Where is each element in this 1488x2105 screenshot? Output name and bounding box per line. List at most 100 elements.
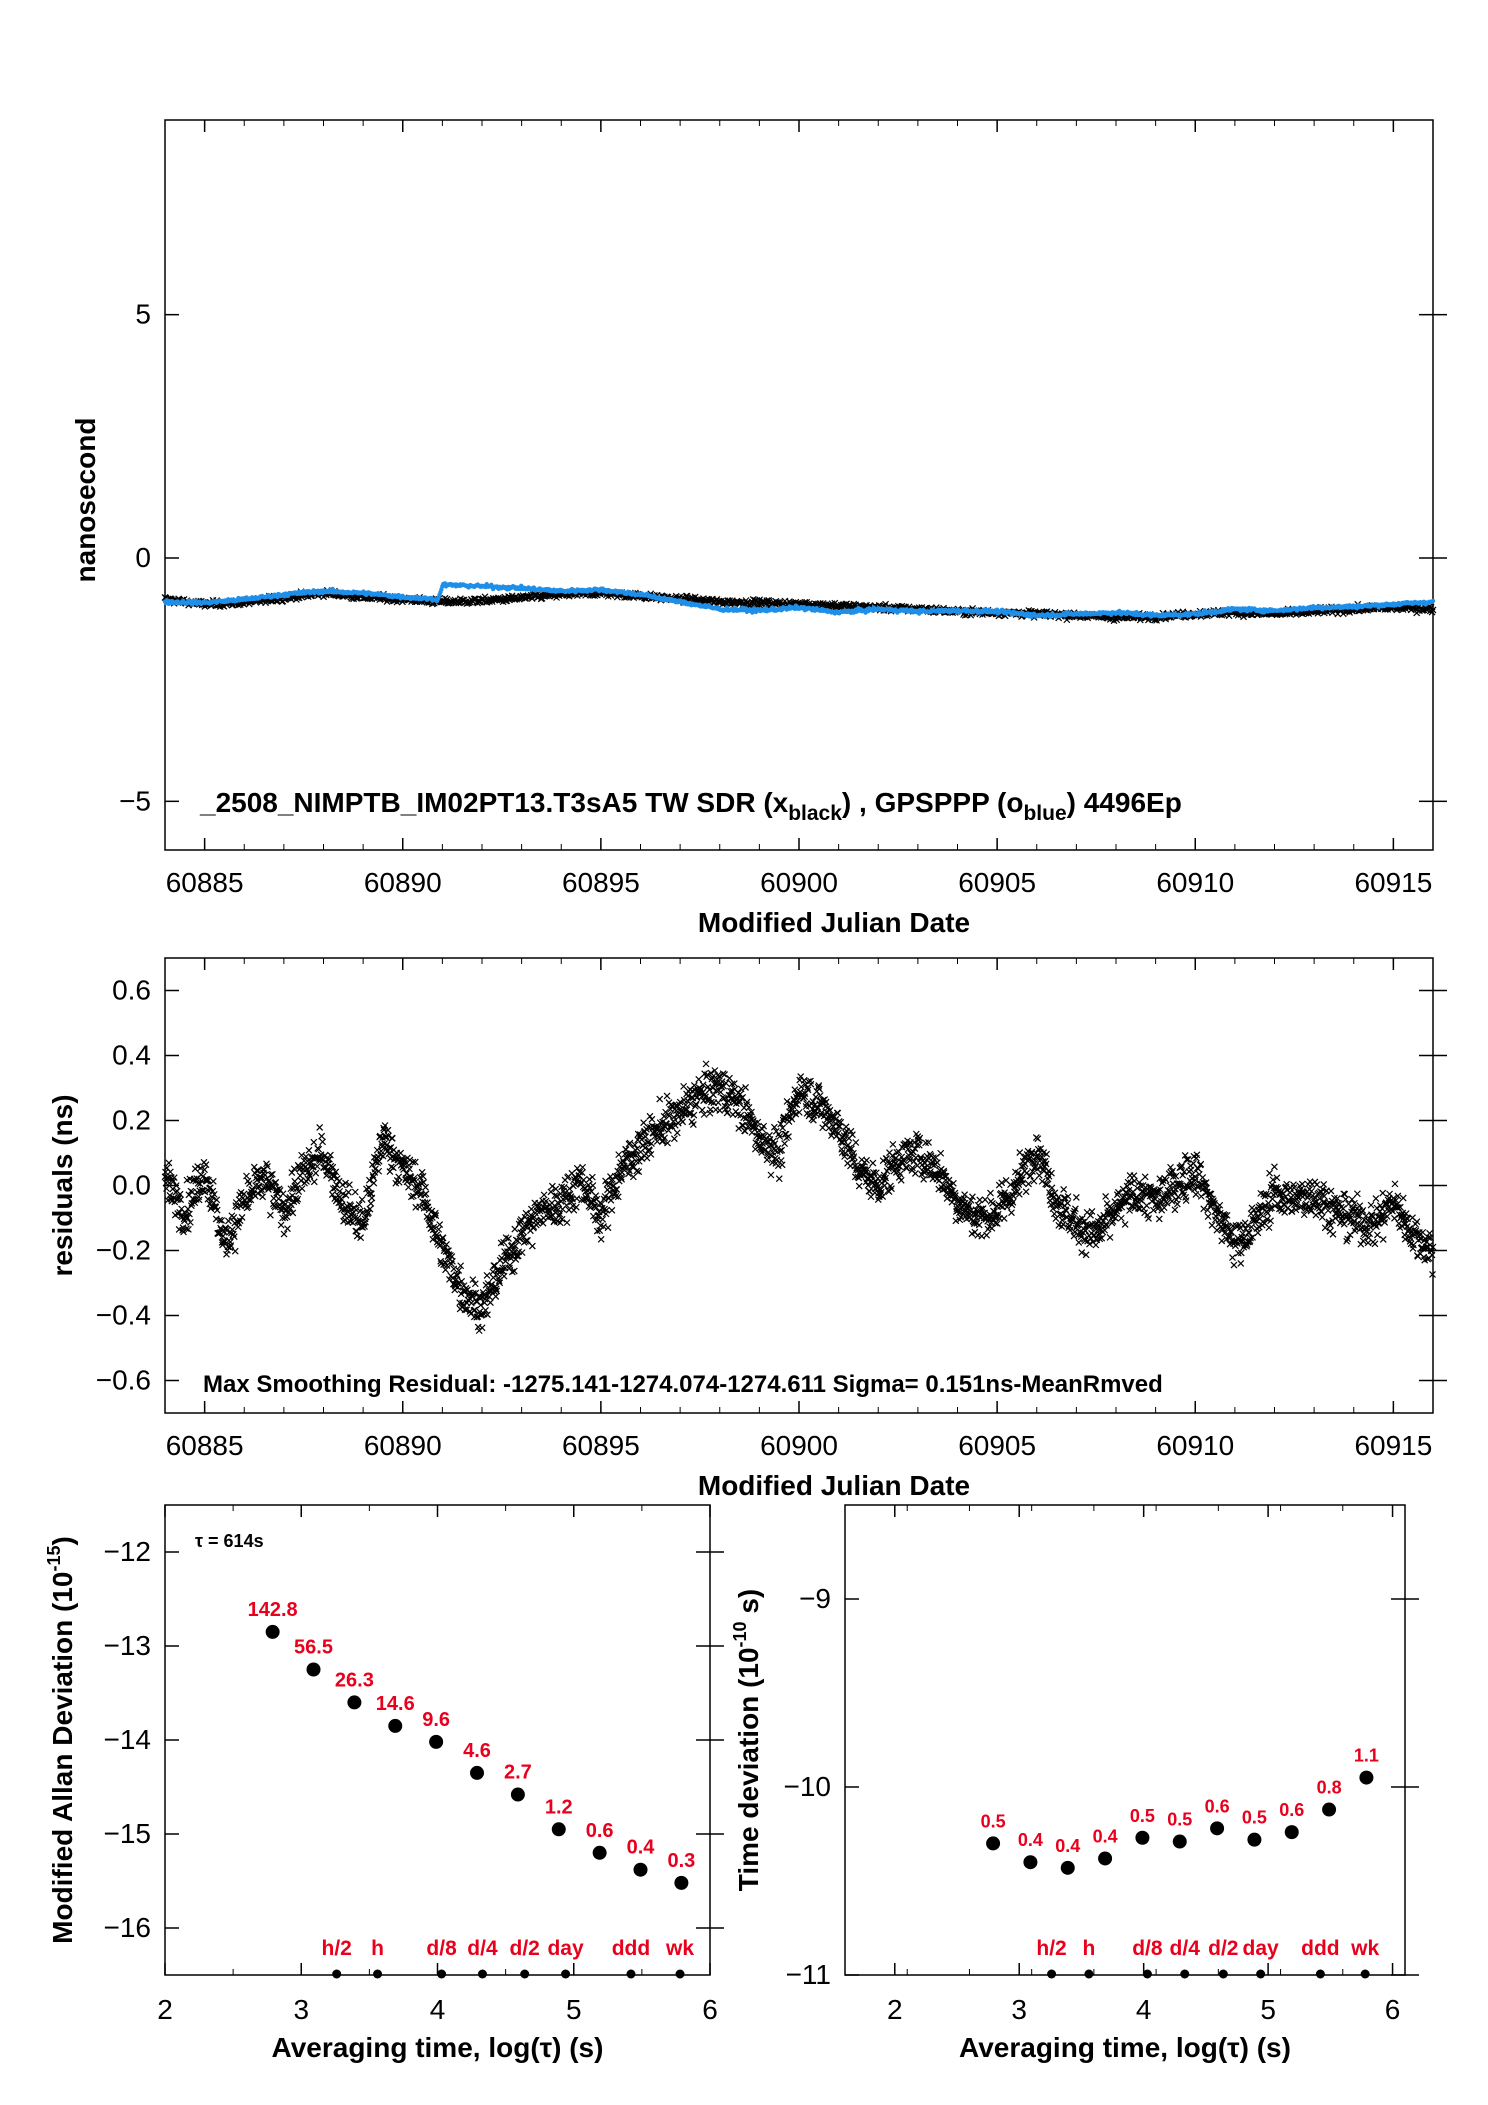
- y-axis-label: nanosecond: [70, 418, 101, 583]
- data-point: [1430, 598, 1436, 604]
- data-point: [310, 1138, 318, 1146]
- plot-frame: [164, 957, 1434, 1414]
- data-point: [281, 1214, 289, 1222]
- data-point: [177, 1196, 185, 1204]
- data-point: [231, 1247, 239, 1255]
- data-point: [186, 1218, 194, 1226]
- data-point: [1030, 1177, 1038, 1185]
- data-point: [163, 1185, 170, 1192]
- data-point: [245, 1203, 252, 1211]
- data-point: [272, 1178, 280, 1186]
- data-point: [256, 1174, 264, 1182]
- data-point: [230, 1233, 238, 1241]
- data-point: [937, 1149, 945, 1157]
- data-point: [608, 1206, 616, 1214]
- data-point: [202, 1161, 210, 1169]
- y-tick-label: 0.0: [112, 1170, 151, 1201]
- data-point: [563, 1219, 571, 1227]
- data-point: [184, 1214, 191, 1222]
- data-point: [983, 1231, 991, 1239]
- x-tick-label: 60895: [562, 1430, 640, 1461]
- data-point: [825, 1124, 833, 1132]
- data-point: [185, 1210, 193, 1218]
- data-point: [911, 1170, 919, 1177]
- x-tick-label: 60915: [1354, 1430, 1432, 1461]
- data-point: [405, 1183, 412, 1191]
- data-point: [1025, 1180, 1032, 1188]
- data-point: [170, 1174, 178, 1182]
- data-point: [227, 1242, 235, 1249]
- data-point: [351, 1188, 359, 1196]
- data-point: [183, 1225, 190, 1233]
- x-tick-label: 60885: [166, 867, 244, 898]
- y-tick-label: −0.6: [96, 1365, 151, 1396]
- data-point: [368, 1194, 376, 1202]
- data-point: [209, 1177, 217, 1185]
- data-point: [288, 1169, 296, 1176]
- data-point: [716, 1107, 724, 1114]
- data-point: [589, 1182, 597, 1189]
- data-point: [615, 1151, 623, 1159]
- data-point: [264, 1163, 271, 1170]
- chart-time-difference: 60885 60890 60895 60900 60905 60910 6091550−5M…: [70, 119, 1447, 938]
- data-point: [319, 1138, 327, 1146]
- data-point: [778, 1161, 786, 1169]
- data-point: [197, 1164, 205, 1172]
- data-point: [298, 1151, 306, 1159]
- data-point: [863, 1156, 870, 1164]
- data-point: [726, 1074, 733, 1082]
- data-point: [297, 1177, 305, 1185]
- data-point: [316, 1123, 324, 1131]
- data-point: [467, 1299, 475, 1307]
- data-point: [1429, 606, 1437, 614]
- data-point: [172, 1182, 180, 1190]
- data-point: [397, 1149, 405, 1157]
- data-point: [775, 1175, 783, 1183]
- data-point: [1420, 606, 1428, 614]
- data-point: [638, 1136, 646, 1144]
- data-point: [673, 1129, 681, 1137]
- data-point: [981, 1196, 989, 1204]
- data-point: [194, 1179, 202, 1187]
- data-point: [933, 1159, 941, 1167]
- data-point: [737, 1085, 745, 1093]
- data-point: [1048, 1169, 1055, 1177]
- data-point: [500, 1272, 508, 1280]
- data-point: [648, 1115, 656, 1123]
- plot-frame: [164, 119, 1434, 851]
- data-point: [976, 1196, 984, 1204]
- data-point: [195, 1196, 203, 1204]
- data-point: [707, 1106, 714, 1114]
- data-point: [785, 1133, 792, 1141]
- data-point: [224, 1217, 232, 1225]
- data-point: [305, 1146, 313, 1154]
- data-point: [588, 1173, 596, 1181]
- data-point: [277, 1221, 285, 1229]
- data-point: [961, 1191, 969, 1199]
- data-point: [266, 1211, 274, 1219]
- data-point: [313, 1162, 321, 1170]
- data-point: [679, 1118, 687, 1126]
- data-point: [312, 1169, 320, 1177]
- data-point: [383, 598, 391, 606]
- y-tick-label: 0.4: [112, 1040, 151, 1071]
- y-tick-label: −0.4: [96, 1300, 151, 1331]
- data-point: [226, 1244, 234, 1251]
- data-point: [213, 1196, 221, 1204]
- data-point: [280, 1230, 288, 1238]
- x-tick-label: 60900: [760, 867, 838, 898]
- data-point: [165, 1159, 173, 1167]
- data-point: [781, 1140, 789, 1147]
- data-point: [1428, 608, 1436, 616]
- data-point: [855, 1182, 863, 1190]
- data-point: [253, 1167, 261, 1175]
- data-point: [283, 1213, 291, 1221]
- data-point: [166, 1168, 174, 1176]
- data-point: [210, 1190, 218, 1198]
- y-tick-label: −5: [119, 785, 151, 816]
- data-point: [245, 1180, 253, 1188]
- x-tick-label: 60910: [1156, 867, 1234, 898]
- data-point: [1102, 1192, 1110, 1200]
- x-tick-label: 60910: [1156, 1430, 1234, 1461]
